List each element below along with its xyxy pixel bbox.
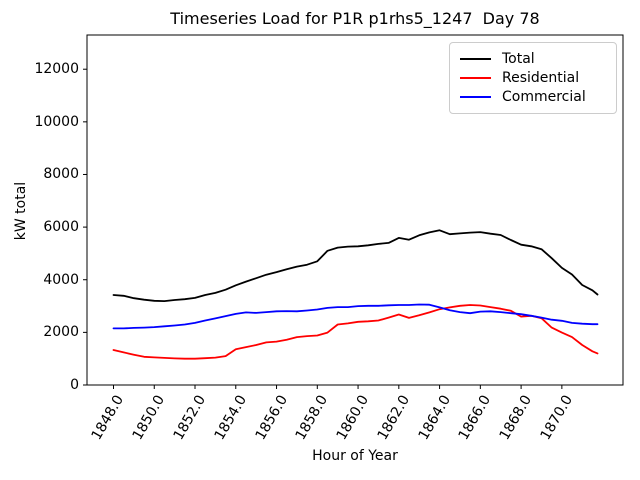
- y-tick-label: 6000: [43, 219, 79, 236]
- legend-item-commercial: Commercial: [460, 88, 608, 106]
- legend-item-label: Residential: [502, 70, 580, 86]
- legend-item-total: Total: [460, 50, 608, 68]
- y-tick-label: 8000: [43, 166, 79, 183]
- series-line-commercial: [112, 303, 599, 330]
- series-line-total: [112, 229, 599, 303]
- y-tick-label: 10000: [34, 113, 79, 130]
- y-axis-label: kW total: [13, 181, 29, 241]
- legend-line-sample: [460, 58, 491, 60]
- legend-item-residential: Residential: [460, 69, 608, 87]
- legend: Total Residential Commercial: [449, 42, 617, 114]
- y-tick-label: 4000: [43, 271, 79, 288]
- y-tick-label: 0: [70, 377, 79, 393]
- legend-line-sample: [460, 96, 491, 98]
- legend-line-sample: [460, 77, 491, 79]
- legend-item-label: Total: [502, 51, 535, 67]
- axes-frame: [86, 34, 624, 386]
- x-axis-label: Hour of Year: [312, 448, 398, 464]
- y-tick-label: 2000: [43, 324, 79, 341]
- chart-title: Timeseries Load for P1R p1rhs5_1247 Day …: [170, 9, 540, 28]
- legend-item-label: Commercial: [502, 89, 586, 105]
- series-line-residential: [112, 304, 599, 360]
- y-tick-label: 12000: [34, 61, 79, 78]
